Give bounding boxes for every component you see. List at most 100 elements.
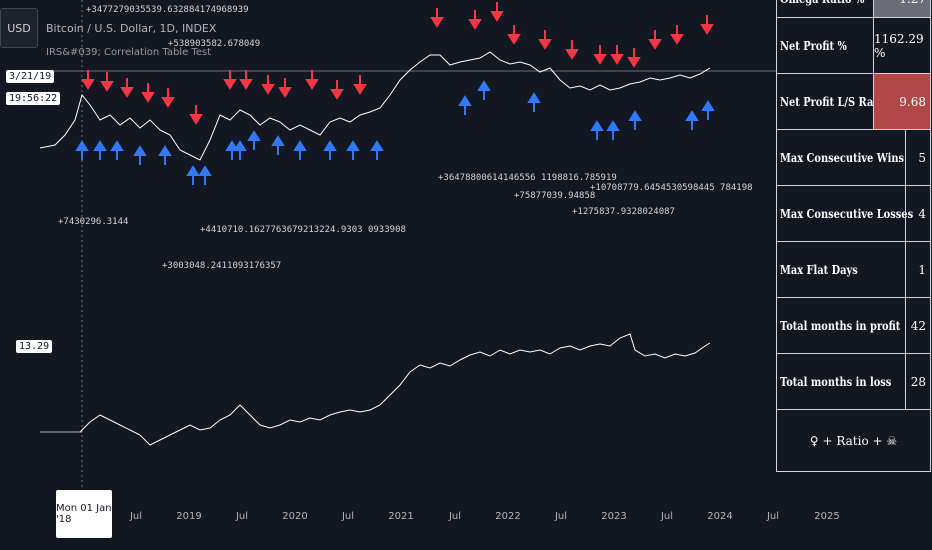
down-arrow-icon [700, 15, 714, 35]
down-arrow-icon [161, 88, 175, 108]
down-arrow-icon [490, 2, 504, 22]
time-axis-tick: 2022 [495, 511, 521, 522]
symbol-title[interactable]: Bitcoin / U.S. Dollar, 1D, INDEX [46, 22, 217, 35]
stats-label: Net Profit % [780, 38, 847, 53]
down-arrow-icon [353, 75, 367, 95]
up-arrow-icon [590, 120, 604, 140]
annotation-top-left: +3477279035539.632884174968939 [86, 5, 249, 15]
up-arrow-icon [370, 140, 384, 160]
time-axis-tick: 2021 [388, 511, 414, 522]
annotation-bottom-right-4: +10708779.6454530598445 784198 [590, 183, 753, 193]
stats-value: 28 [905, 354, 930, 409]
up-arrow-icon [271, 135, 285, 155]
stats-value: 1 [905, 242, 930, 297]
stats-label: Omega Ratio % [780, 0, 864, 17]
stats-value: 42 [905, 298, 930, 353]
down-arrow-icon [507, 25, 521, 45]
annotation-bottom-right-3: +1275837.9328024087 [572, 207, 675, 217]
annotation-top-mid: +538903582.678049 [168, 39, 260, 49]
down-arrow-icon [120, 78, 134, 98]
down-arrow-icon [610, 45, 624, 65]
lower-pane-value-label: 13.29 [16, 340, 53, 353]
up-arrow-icon [247, 130, 261, 150]
time-axis-tick: Jul [235, 511, 249, 522]
stats-row: Net Profit L/S Ratio 9.68 [777, 74, 930, 130]
stats-footer: ♀ + Ratio + ☠ [777, 410, 930, 471]
time-axis-tick: 2024 [707, 511, 733, 522]
stats-row: Max Consecutive Wins 5 [777, 130, 930, 186]
stats-label: Total months in loss [780, 374, 892, 389]
price-line-upper [39, 51, 711, 161]
down-arrow-icon [223, 70, 237, 90]
time-axis[interactable]: Jul 2019 Jul 2020 Jul 2021 Jul 2022 Jul … [0, 489, 932, 550]
time-axis-tick: 2023 [601, 511, 627, 522]
stats-value: 4 [905, 186, 930, 241]
up-arrow-icon [158, 145, 172, 165]
stats-row: Max Flat Days 1 [777, 242, 930, 298]
up-arrow-icon [685, 110, 699, 130]
short-signal-arrows [81, 2, 714, 125]
down-arrow-icon [565, 40, 579, 60]
down-arrow-icon [627, 48, 641, 68]
crosshair-date-label: 3/21/19 [6, 70, 55, 83]
time-axis-tick: Jul [554, 511, 568, 522]
down-arrow-icon [468, 10, 482, 30]
annotation-bottom-left-2: +3003048.2411093176357 [162, 261, 281, 271]
annotation-bottom-right-1: +36478800614146556 1198816.785919 [438, 173, 617, 183]
currency-button[interactable]: USD [0, 8, 38, 48]
up-arrow-icon [133, 145, 147, 165]
down-arrow-icon [239, 70, 253, 90]
stats-row: Omega Ratio % 1.27 [777, 0, 930, 18]
indicator-title[interactable]: IRS&#039; Correlation Table Test [46, 47, 212, 58]
up-arrow-icon [458, 95, 472, 115]
stats-value: 1.27 [873, 0, 930, 17]
down-arrow-icon [305, 70, 319, 90]
up-arrow-icon [628, 110, 642, 130]
time-axis-tick: 2019 [176, 511, 202, 522]
long-signal-arrows [75, 80, 715, 185]
stats-row: Max Consecutive Losses 4 [777, 186, 930, 242]
up-arrow-icon [346, 140, 360, 160]
stats-label: Max Flat Days [780, 262, 858, 277]
up-arrow-icon [606, 120, 620, 140]
up-arrow-icon [198, 165, 212, 185]
time-axis-tick: Jul [341, 511, 355, 522]
time-axis-tick: 2020 [282, 511, 308, 522]
stats-label: Max Consecutive Losses [780, 206, 914, 221]
down-arrow-icon [100, 72, 114, 92]
time-axis-tick: Jul [448, 511, 462, 522]
stats-row: Total months in loss 28 [777, 354, 930, 410]
up-arrow-icon [93, 140, 107, 160]
stats-label: Max Consecutive Wins [780, 150, 905, 165]
time-axis-tick: 2025 [814, 511, 840, 522]
down-arrow-icon [278, 78, 292, 98]
equity-line-lower [40, 333, 711, 446]
down-arrow-icon [648, 30, 662, 50]
down-arrow-icon [538, 30, 552, 50]
time-axis-tick: Jul [660, 511, 674, 522]
chart-canvas[interactable]: +3477279035539.632884174968939 +53890358… [0, 0, 932, 490]
up-arrow-icon [110, 140, 124, 160]
up-arrow-icon [293, 140, 307, 160]
time-axis-tick: Jul [766, 511, 780, 522]
down-arrow-icon [330, 80, 344, 100]
up-arrow-icon [225, 140, 239, 160]
down-arrow-icon [141, 83, 155, 103]
stats-label: Total months in profit [780, 318, 901, 333]
down-arrow-icon [670, 25, 684, 45]
time-axis-selected-date: Mon 01 Jan '18 [56, 490, 112, 538]
time-axis-tick: Jul [129, 511, 143, 522]
down-arrow-icon [430, 8, 444, 28]
up-arrow-icon [75, 140, 89, 160]
stats-label: Net Profit L/S Ratio [780, 94, 889, 109]
crosshair-time-label: 19:56:22 [6, 92, 61, 105]
annotation-bottom-right-2: +75877039.94858 [514, 191, 595, 201]
stats-row: Net Profit % 1162.29 % [777, 18, 930, 74]
stats-value-highlight: 9.68 [873, 74, 930, 129]
up-arrow-icon [186, 165, 200, 185]
annotation-bottom-left-1: +7430296.3144 [58, 217, 128, 227]
up-arrow-icon [323, 140, 337, 160]
up-arrow-icon [701, 100, 715, 120]
down-arrow-icon [189, 105, 203, 125]
down-arrow-icon [261, 75, 275, 95]
